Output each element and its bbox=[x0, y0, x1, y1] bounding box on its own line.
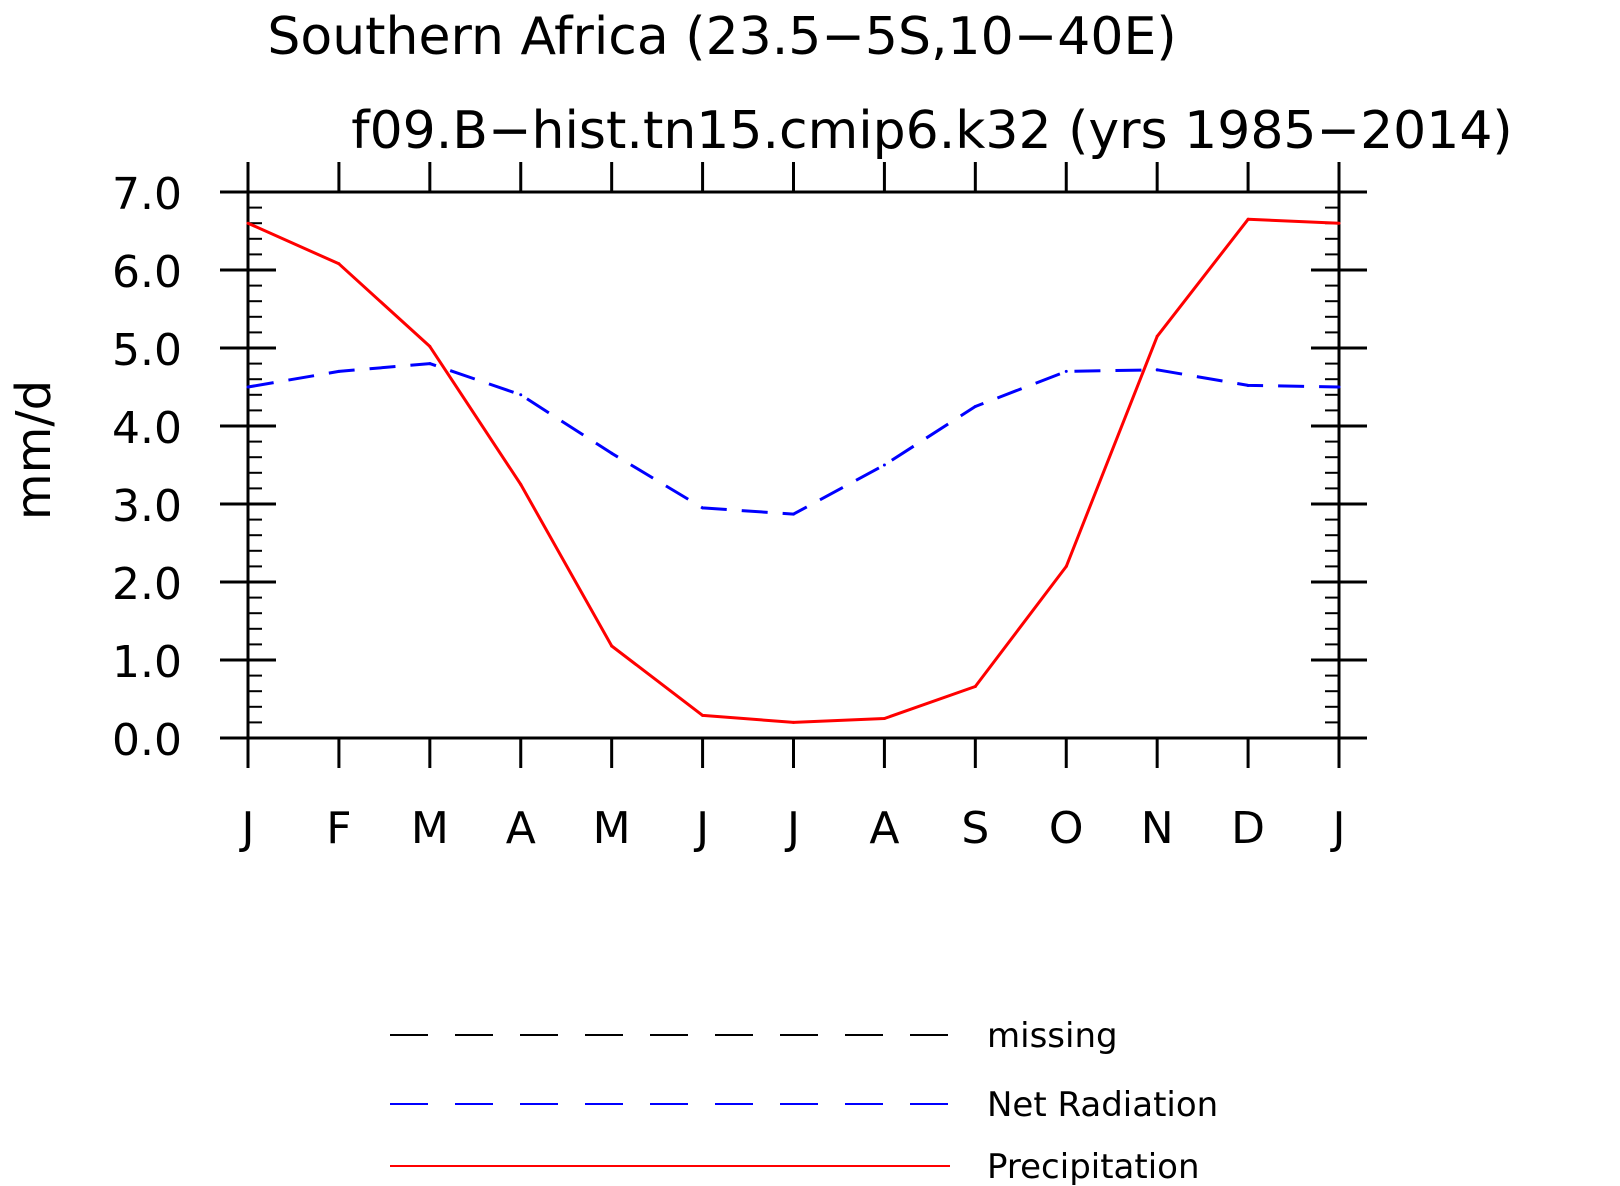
x-tick-label: S bbox=[961, 803, 989, 854]
data-point bbox=[882, 463, 886, 467]
data-point bbox=[610, 644, 614, 648]
data-point bbox=[610, 451, 614, 455]
x-tick-label: A bbox=[869, 803, 899, 854]
y-axis-label: mm/d bbox=[6, 380, 62, 520]
legend-label: missing bbox=[987, 1016, 1118, 1056]
legend-label: Net Radiation bbox=[987, 1085, 1218, 1125]
chart-title: Southern Africa (23.5−5S,10−40E) bbox=[267, 7, 1176, 67]
x-tick-label: M bbox=[411, 803, 449, 854]
data-point bbox=[428, 344, 432, 348]
data-point bbox=[1155, 368, 1159, 372]
data-point bbox=[1337, 385, 1341, 389]
data-point bbox=[519, 393, 523, 397]
x-tick-label: F bbox=[326, 803, 351, 854]
data-point bbox=[1246, 383, 1250, 387]
data-point bbox=[701, 506, 705, 510]
legend-label: Precipitation bbox=[987, 1147, 1200, 1186]
data-point bbox=[1064, 564, 1068, 568]
y-tick-label: 3.0 bbox=[112, 481, 182, 532]
x-tick-label: J bbox=[239, 803, 255, 854]
y-tick-label: 1.0 bbox=[112, 637, 182, 688]
x-tick-label: J bbox=[1330, 803, 1346, 854]
data-point bbox=[882, 717, 886, 720]
x-tick-label: J bbox=[784, 803, 800, 854]
series-line-precipitation bbox=[247, 217, 1340, 724]
y-tick-label: 7.0 bbox=[112, 169, 182, 220]
data-point bbox=[246, 385, 250, 389]
y-tick-label: 2.0 bbox=[112, 559, 182, 610]
data-point bbox=[428, 362, 432, 366]
series-line-net-radiation bbox=[247, 362, 1340, 516]
plot-frame bbox=[246, 190, 1341, 740]
data-point bbox=[337, 369, 341, 373]
plot-area: J F M A M J J A S O N D J 0.0 1.0 2.0 3.0 4.0 5.0 6.0 7.0 bbox=[112, 162, 1367, 854]
data-point bbox=[1246, 217, 1250, 221]
data-point bbox=[246, 221, 250, 225]
y-tick-label: 5.0 bbox=[112, 325, 182, 376]
x-tick-label: D bbox=[1231, 803, 1265, 854]
data-point bbox=[337, 262, 341, 266]
chart-subtitle: f09.B−hist.tn15.cmip6.k32 (yrs 1985−2014… bbox=[351, 101, 1512, 161]
data-point bbox=[792, 512, 795, 516]
y-tick-label: 4.0 bbox=[112, 403, 182, 454]
x-tick-label: O bbox=[1049, 803, 1084, 854]
data-point bbox=[701, 713, 705, 717]
x-tick-label: N bbox=[1141, 803, 1174, 854]
y-tick-label: 6.0 bbox=[112, 247, 182, 298]
x-tick-label: A bbox=[506, 803, 536, 854]
legend: missing Net Radiation Precipitation bbox=[390, 1016, 1218, 1186]
data-point bbox=[1155, 334, 1159, 338]
data-point bbox=[1064, 369, 1068, 373]
x-tick-label: M bbox=[593, 803, 631, 854]
y-tick-label: 0.0 bbox=[112, 715, 182, 766]
data-point bbox=[519, 483, 523, 486]
data-point bbox=[973, 405, 977, 408]
data-point bbox=[973, 685, 977, 689]
data-point bbox=[792, 720, 795, 724]
x-tick-label: J bbox=[693, 803, 709, 854]
data-point bbox=[1337, 221, 1341, 225]
